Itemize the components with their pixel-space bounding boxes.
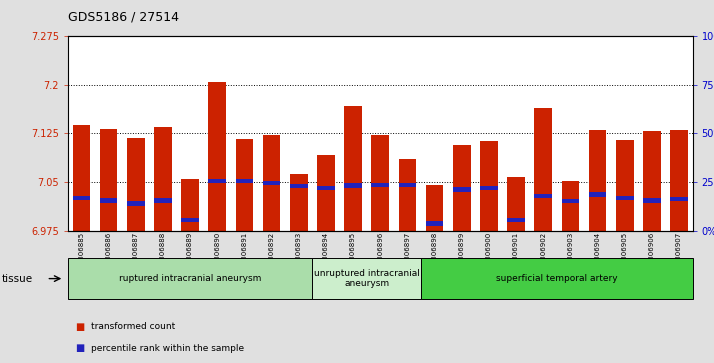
Bar (480, 141, 498, 231)
Bar (507, 178, 525, 231)
Text: superficial temporal artery: superficial temporal artery (496, 274, 618, 283)
Bar (290, 174, 308, 231)
Bar (344, 183, 362, 188)
Bar (561, 199, 579, 203)
Bar (534, 193, 552, 198)
Bar (100, 129, 117, 231)
Text: ruptured intracranial aneurysm: ruptured intracranial aneurysm (119, 274, 261, 283)
Bar (371, 135, 389, 231)
Bar (453, 145, 471, 231)
Bar (181, 217, 199, 222)
Bar (588, 192, 606, 197)
Bar (236, 139, 253, 231)
Bar (73, 125, 90, 231)
Bar (73, 196, 90, 200)
Bar (127, 138, 144, 231)
Bar (208, 82, 226, 231)
Text: percentile rank within the sample: percentile rank within the sample (91, 344, 243, 353)
Bar (263, 181, 281, 185)
Bar (616, 196, 633, 200)
Text: tissue: tissue (1, 274, 33, 284)
Bar (263, 135, 281, 231)
Bar (208, 179, 226, 183)
Bar (398, 183, 416, 187)
Bar (371, 183, 389, 187)
Bar (670, 197, 688, 201)
Bar (426, 185, 443, 231)
Bar (561, 181, 579, 231)
Bar (588, 130, 606, 231)
Text: unruptured intracranial
aneurysm: unruptured intracranial aneurysm (313, 269, 420, 288)
Bar (480, 186, 498, 190)
Text: ■: ■ (75, 343, 84, 354)
Bar (344, 106, 362, 231)
Bar (616, 140, 633, 231)
Bar (453, 187, 471, 192)
Text: GDS5186 / 27514: GDS5186 / 27514 (68, 11, 178, 24)
Bar (426, 221, 443, 226)
Bar (317, 186, 335, 190)
Bar (507, 217, 525, 222)
Bar (643, 198, 660, 203)
Bar (290, 184, 308, 188)
Text: transformed count: transformed count (91, 322, 175, 331)
Bar (534, 107, 552, 231)
Bar (100, 198, 117, 203)
Text: ■: ■ (75, 322, 84, 332)
Bar (154, 127, 172, 231)
Bar (127, 201, 144, 206)
Bar (181, 179, 199, 231)
Bar (670, 130, 688, 231)
Bar (236, 179, 253, 183)
Bar (643, 131, 660, 231)
Bar (317, 155, 335, 231)
Bar (398, 159, 416, 231)
Bar (154, 198, 172, 203)
